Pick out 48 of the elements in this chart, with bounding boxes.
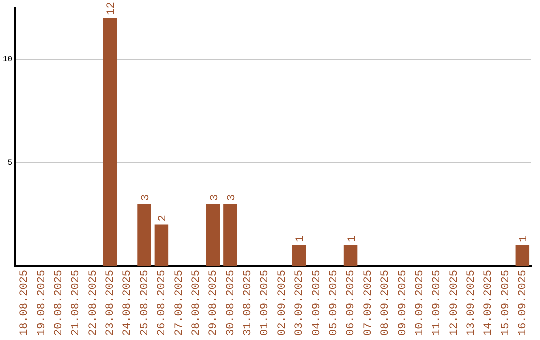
x-tick-label: 24.08.2025 xyxy=(122,270,134,336)
data-label: 3 xyxy=(209,194,222,202)
data-label: 1 xyxy=(346,235,359,242)
data-label: 1 xyxy=(518,235,531,242)
bar xyxy=(103,18,118,266)
x-tick-label: 27.08.2025 xyxy=(174,270,186,336)
x-tick-label: 12.09.2025 xyxy=(448,270,461,336)
data-label: 3 xyxy=(140,194,153,202)
x-tick-label: 14.09.2025 xyxy=(483,270,496,336)
bar xyxy=(154,224,169,266)
x-tick-label: 04.09.2025 xyxy=(311,270,324,336)
x-tick-label: 30.08.2025 xyxy=(225,270,238,336)
x-tick-label: 18.08.2025 xyxy=(19,270,32,336)
y-tick-label: 5 xyxy=(8,158,13,168)
x-tick-label: 06.09.2025 xyxy=(346,270,358,336)
x-tick-label: 08.09.2025 xyxy=(380,270,392,336)
x-tick-label: 10.09.2025 xyxy=(414,270,426,336)
data-label: 1 xyxy=(295,235,308,242)
x-tick-label: 20.08.2025 xyxy=(53,270,66,336)
data-label: 3 xyxy=(226,194,238,202)
bar xyxy=(224,204,238,266)
x-tick-label: 03.09.2025 xyxy=(294,270,306,336)
bar xyxy=(344,245,358,266)
x-tick-label: 01.09.2025 xyxy=(260,270,272,336)
x-tick-label: 23.08.2025 xyxy=(105,270,118,336)
x-tick-label: 25.08.2025 xyxy=(139,270,152,336)
x-tick-label: 07.09.2025 xyxy=(362,270,375,336)
x-tick-label: 05.09.2025 xyxy=(328,270,340,336)
x-tick-label: 28.08.2025 xyxy=(190,270,203,336)
x-tick-label: 21.08.2025 xyxy=(70,270,83,336)
bar xyxy=(206,204,220,266)
data-label: 2 xyxy=(158,215,170,222)
x-tick-label: 13.09.2025 xyxy=(466,270,478,336)
bar xyxy=(516,245,530,266)
x-tick-label: 22.08.2025 xyxy=(88,270,100,336)
bar xyxy=(138,204,152,266)
x-tick-label: 02.09.2025 xyxy=(276,270,289,336)
x-tick-label: 09.09.2025 xyxy=(397,270,410,336)
data-label: 12 xyxy=(106,2,118,16)
bar xyxy=(292,245,306,266)
x-tick-label: 15.09.2025 xyxy=(500,270,512,336)
x-tick-label: 16.09.2025 xyxy=(518,270,530,336)
x-tick-label: 31.08.2025 xyxy=(242,270,255,336)
x-tick-label: 26.08.2025 xyxy=(156,270,169,336)
x-tick-label: 11.09.2025 xyxy=(432,270,444,336)
x-tick-label: 19.08.2025 xyxy=(36,270,48,336)
y-tick-label: 10 xyxy=(2,56,13,65)
x-tick-label: 29.08.2025 xyxy=(208,270,220,336)
